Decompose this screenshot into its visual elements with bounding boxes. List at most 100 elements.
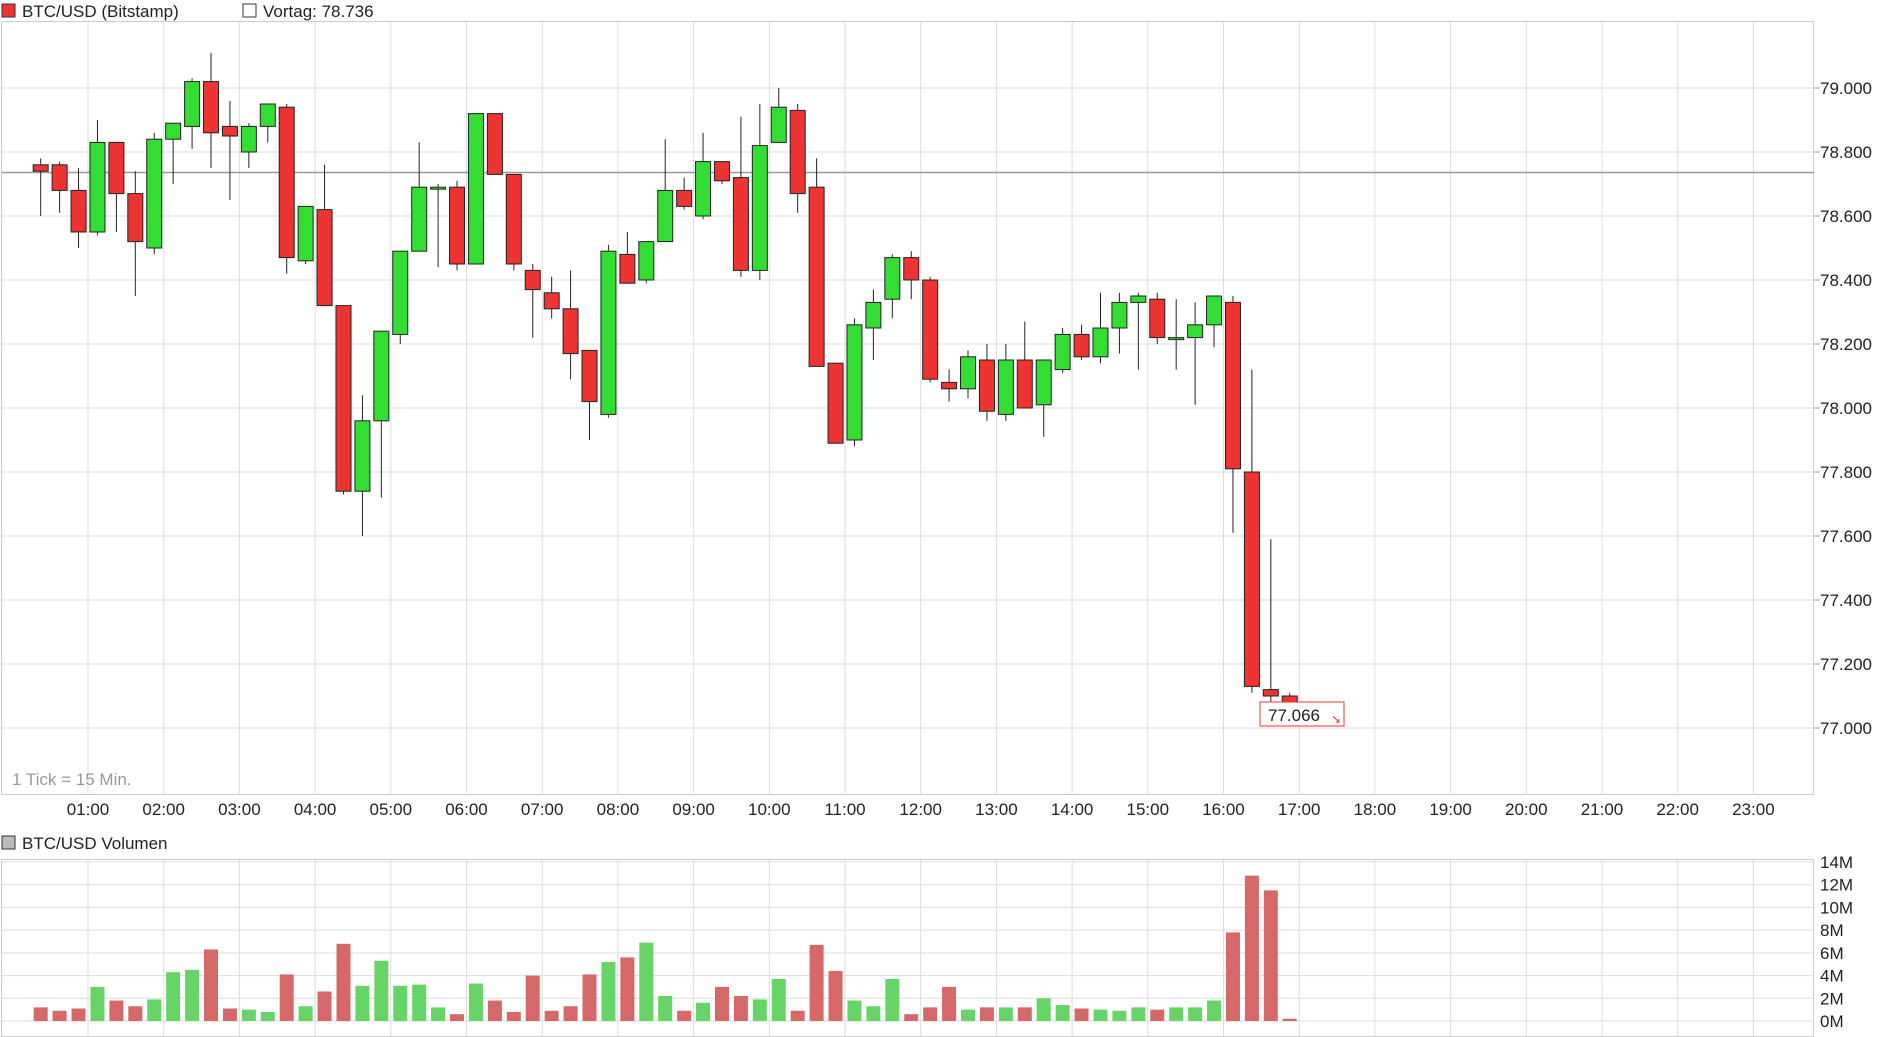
candle <box>789 104 806 213</box>
down-arrow-icon: ↘ <box>1331 712 1341 726</box>
candle <box>184 78 201 149</box>
volume-bar <box>1131 1007 1146 1021</box>
volume-bar <box>1093 1009 1108 1021</box>
candle-body <box>127 193 144 243</box>
volume-bar <box>52 1010 67 1021</box>
candle <box>1073 324 1090 360</box>
volume-bar <box>771 978 786 1021</box>
candle <box>1262 539 1279 719</box>
x-tick-label: 03:00 <box>218 800 261 819</box>
candle <box>335 305 352 495</box>
candle <box>941 369 958 402</box>
candle-body <box>827 362 844 444</box>
volume-bar <box>620 957 635 1021</box>
volume-chart-frame <box>1 859 1814 1037</box>
volume-bar <box>752 999 767 1021</box>
volume-bar <box>279 974 294 1021</box>
candle-body <box>1224 301 1241 470</box>
x-tick-label: 10:00 <box>748 800 791 819</box>
candle <box>770 88 787 143</box>
candle-body <box>32 164 49 172</box>
volume-bar <box>790 1010 805 1021</box>
volume-bar <box>847 1000 862 1021</box>
volume-bar <box>639 942 654 1021</box>
candle-body <box>278 106 295 259</box>
y-tick-label: 78.800 <box>1820 143 1872 162</box>
candle <box>846 318 863 447</box>
candle-body <box>1073 333 1090 358</box>
candle-body <box>108 141 125 195</box>
y-tick-label: 77.200 <box>1820 655 1872 674</box>
candle-body <box>922 279 939 380</box>
candle <box>827 362 844 444</box>
volume-bar <box>998 1007 1013 1021</box>
candle-body <box>184 81 201 127</box>
volume-y-tick-label: 8M <box>1820 921 1844 940</box>
volume-bar <box>1244 875 1259 1021</box>
candle-body <box>203 81 220 134</box>
y-tick-label: 78.200 <box>1820 335 1872 354</box>
candle <box>581 349 598 440</box>
candle <box>713 161 730 184</box>
candle-body <box>1016 359 1033 409</box>
candle-body <box>657 189 674 243</box>
candle-body <box>903 257 920 281</box>
candle <box>1092 292 1109 364</box>
volume-bar <box>336 943 351 1021</box>
candle-body <box>600 250 617 415</box>
y-tick-label: 79.000 <box>1820 79 1872 98</box>
volume-bar <box>506 1011 521 1021</box>
candle <box>449 180 466 271</box>
volume-bar <box>1055 1005 1070 1021</box>
tick-interval-note: 1 Tick = 15 Min. <box>12 770 132 789</box>
volume-chart-title: BTC/USD Volumen <box>22 834 168 853</box>
volume-bar <box>468 983 483 1021</box>
candle-body <box>941 381 958 390</box>
volume-y-tick-label: 4M <box>1820 967 1844 986</box>
candle <box>1168 299 1185 370</box>
volume-bar <box>809 944 824 1021</box>
volume-bar <box>1074 1008 1089 1021</box>
candle <box>127 171 144 296</box>
candle-body <box>978 359 995 412</box>
volume-y-tick-label: 12M <box>1820 876 1853 895</box>
candle-body <box>51 164 68 191</box>
volume-bar <box>450 1014 465 1021</box>
volume-bar <box>1169 1007 1184 1021</box>
candle <box>562 270 579 380</box>
series-legend-swatch <box>1 3 16 18</box>
volume-bar <box>71 1008 86 1021</box>
x-tick-label: 19:00 <box>1429 800 1472 819</box>
y-tick-label: 78.400 <box>1820 271 1872 290</box>
volume-y-labels: 14M 12M 10M 8M 6M 4M 2M 0M <box>1820 853 1853 1031</box>
last-value-tag: 77.066 ↘ <box>1259 701 1345 727</box>
candle-body <box>1130 295 1147 303</box>
volume-bar <box>374 960 389 1021</box>
x-tick-label: 02:00 <box>142 800 185 819</box>
candle-body <box>1187 324 1204 339</box>
volume-bar <box>828 971 843 1021</box>
x-tick-label: 12:00 <box>899 800 942 819</box>
y-tick-label: 77.000 <box>1820 719 1872 738</box>
candle <box>543 276 560 319</box>
volume-bar <box>355 985 370 1021</box>
volume-bar <box>885 978 900 1021</box>
candle-body <box>467 113 484 265</box>
candle-body <box>581 349 598 403</box>
y-tick-label: 77.400 <box>1820 591 1872 610</box>
volume-bar <box>1207 1000 1222 1021</box>
volume-bar <box>525 975 540 1021</box>
candle-body <box>1054 333 1071 371</box>
x-tick-label: 05:00 <box>370 800 413 819</box>
volume-bar <box>733 996 748 1021</box>
candle <box>1149 292 1166 344</box>
candle-body <box>1206 295 1223 326</box>
volume-bar <box>241 1009 256 1021</box>
candle-body <box>1149 298 1166 339</box>
volume-bar <box>393 985 408 1021</box>
x-tick-label: 01:00 <box>67 800 110 819</box>
volume-bar <box>544 1010 559 1021</box>
candle-body <box>524 269 541 291</box>
candle-body <box>751 145 768 271</box>
